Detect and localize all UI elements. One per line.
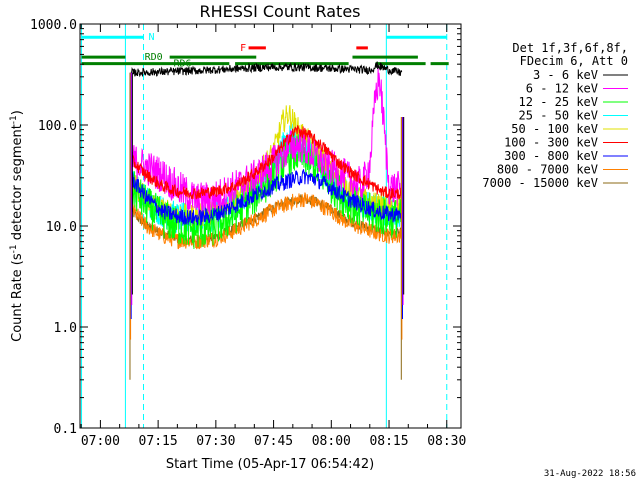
footer-timestamp: 31-Aug-2022 18:56 [544,469,636,479]
series-line-6 [130,169,403,226]
annotation-label-rd6: RD6 [174,59,192,70]
annotation-label-f: F [240,43,246,54]
x-tick-label-3: 07:45 [254,434,293,449]
legend-label-7: 800 - 7000 keV [497,163,598,177]
annotation-label-n: N [149,32,155,43]
x-tick-label-2: 07:30 [196,434,235,449]
y-tick-label-0: 1000.0 [30,18,77,33]
y-tick-label-1: 100.0 [38,119,77,134]
x-tick-label-0: 07:00 [81,434,120,449]
x-tick-label-1: 07:15 [139,434,178,449]
x-tick-label-6: 08:30 [427,434,466,449]
x-tick-label-4: 08:00 [312,434,351,449]
legend-header-line-2: FDecim 6, Att 0 [520,54,628,68]
series-line-7 [130,192,403,250]
legend-label-8: 7000 - 15000 keV [482,176,598,190]
chart-title: RHESSI Count Rates [200,2,361,21]
series-line-5 [130,124,403,200]
legend-label-4: 50 - 100 keV [511,122,598,136]
x-axis: 07:00 07:15 07:30 07:45 08:00 08:15 08:30 [80,24,466,449]
legend-header-line-1: Det 1f,3f,6f,8f, [512,41,628,55]
legend: Det 1f,3f,6f,8f, FDecim 6, Att 0 3 - 6 k… [482,41,628,190]
plot-area: N F RD0 RD6 [81,24,449,428]
legend-label-6: 300 - 800 keV [504,149,598,163]
legend-label-0: 3 - 6 keV [533,68,598,82]
legend-label-1: 6 - 12 keV [526,82,598,96]
y-axis-label-exponent-1: -1 [9,244,19,253]
legend-label-5: 100 - 300 keV [504,136,598,150]
y-tick-label-3: 1.0 [54,321,77,336]
y-axis-label-part-2: detector segment [10,124,25,244]
y-tick-label-4: 0.1 [54,422,77,437]
legend-label-2: 12 - 25 keV [519,95,598,109]
x-tick-label-5: 08:15 [369,434,408,449]
y-axis-label-exponent-2: -1 [9,115,19,124]
y-axis-label: Count Rate (s-1 detector segment-1) [9,110,25,342]
y-tick-label-2: 10.0 [46,220,77,235]
annotation-label-rd0: RD0 [145,52,163,63]
y-axis: 1000.0 100.0 10.0 1.0 0.1 [30,18,461,437]
y-axis-label-part-1: Count Rate (s [10,253,25,342]
legend-label-3: 25 - 50 keV [519,109,598,123]
x-axis-label: Start Time (05-Apr-17 06:54:42) [166,457,374,472]
series-line-0 [130,61,403,78]
y-axis-label-part-3: ) [10,110,25,115]
